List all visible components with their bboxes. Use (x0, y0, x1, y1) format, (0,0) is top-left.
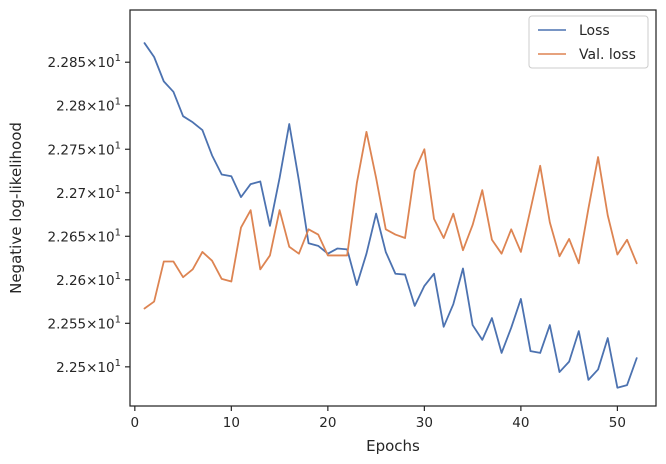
y-tick-label: 2.265×101 (47, 227, 121, 245)
x-axis-ticks: 0 10 20 30 40 50 (131, 406, 626, 431)
y-tick-label: 2.285×101 (47, 53, 121, 71)
plot-frame (129, 9, 657, 407)
y-axis-ticks: 2.25×101 2.255×101 2.26×101 2.265×101 2.27×1… (47, 53, 130, 376)
series-line-val-loss (143, 130, 638, 310)
y-tick-label: 2.275×101 (47, 140, 121, 158)
series-line-loss (143, 42, 638, 389)
legend-box (528, 15, 649, 69)
y-tick-label: 2.255×101 (47, 314, 121, 332)
y-tick-label: 2.25×101 (56, 358, 121, 376)
y-tick-label: 2.28×101 (56, 97, 121, 115)
x-tick-label: 50 (609, 415, 626, 431)
legend-label-val-loss: Val. loss (579, 47, 636, 63)
series-lines (143, 42, 638, 389)
legend: Loss Val. loss (528, 15, 649, 69)
x-tick-label: 30 (416, 415, 433, 431)
y-axis-label: Negative log-likelihood (7, 122, 25, 294)
x-tick-label: 40 (512, 415, 529, 431)
x-tick-label: 0 (131, 415, 140, 431)
y-tick-label: 2.26×101 (56, 271, 121, 289)
y-tick-label: 2.27×101 (56, 184, 121, 202)
legend-label-loss: Loss (579, 23, 610, 39)
x-axis-label: Epochs (366, 437, 420, 455)
x-tick-label: 10 (223, 415, 240, 431)
x-tick-label: 20 (319, 415, 336, 431)
